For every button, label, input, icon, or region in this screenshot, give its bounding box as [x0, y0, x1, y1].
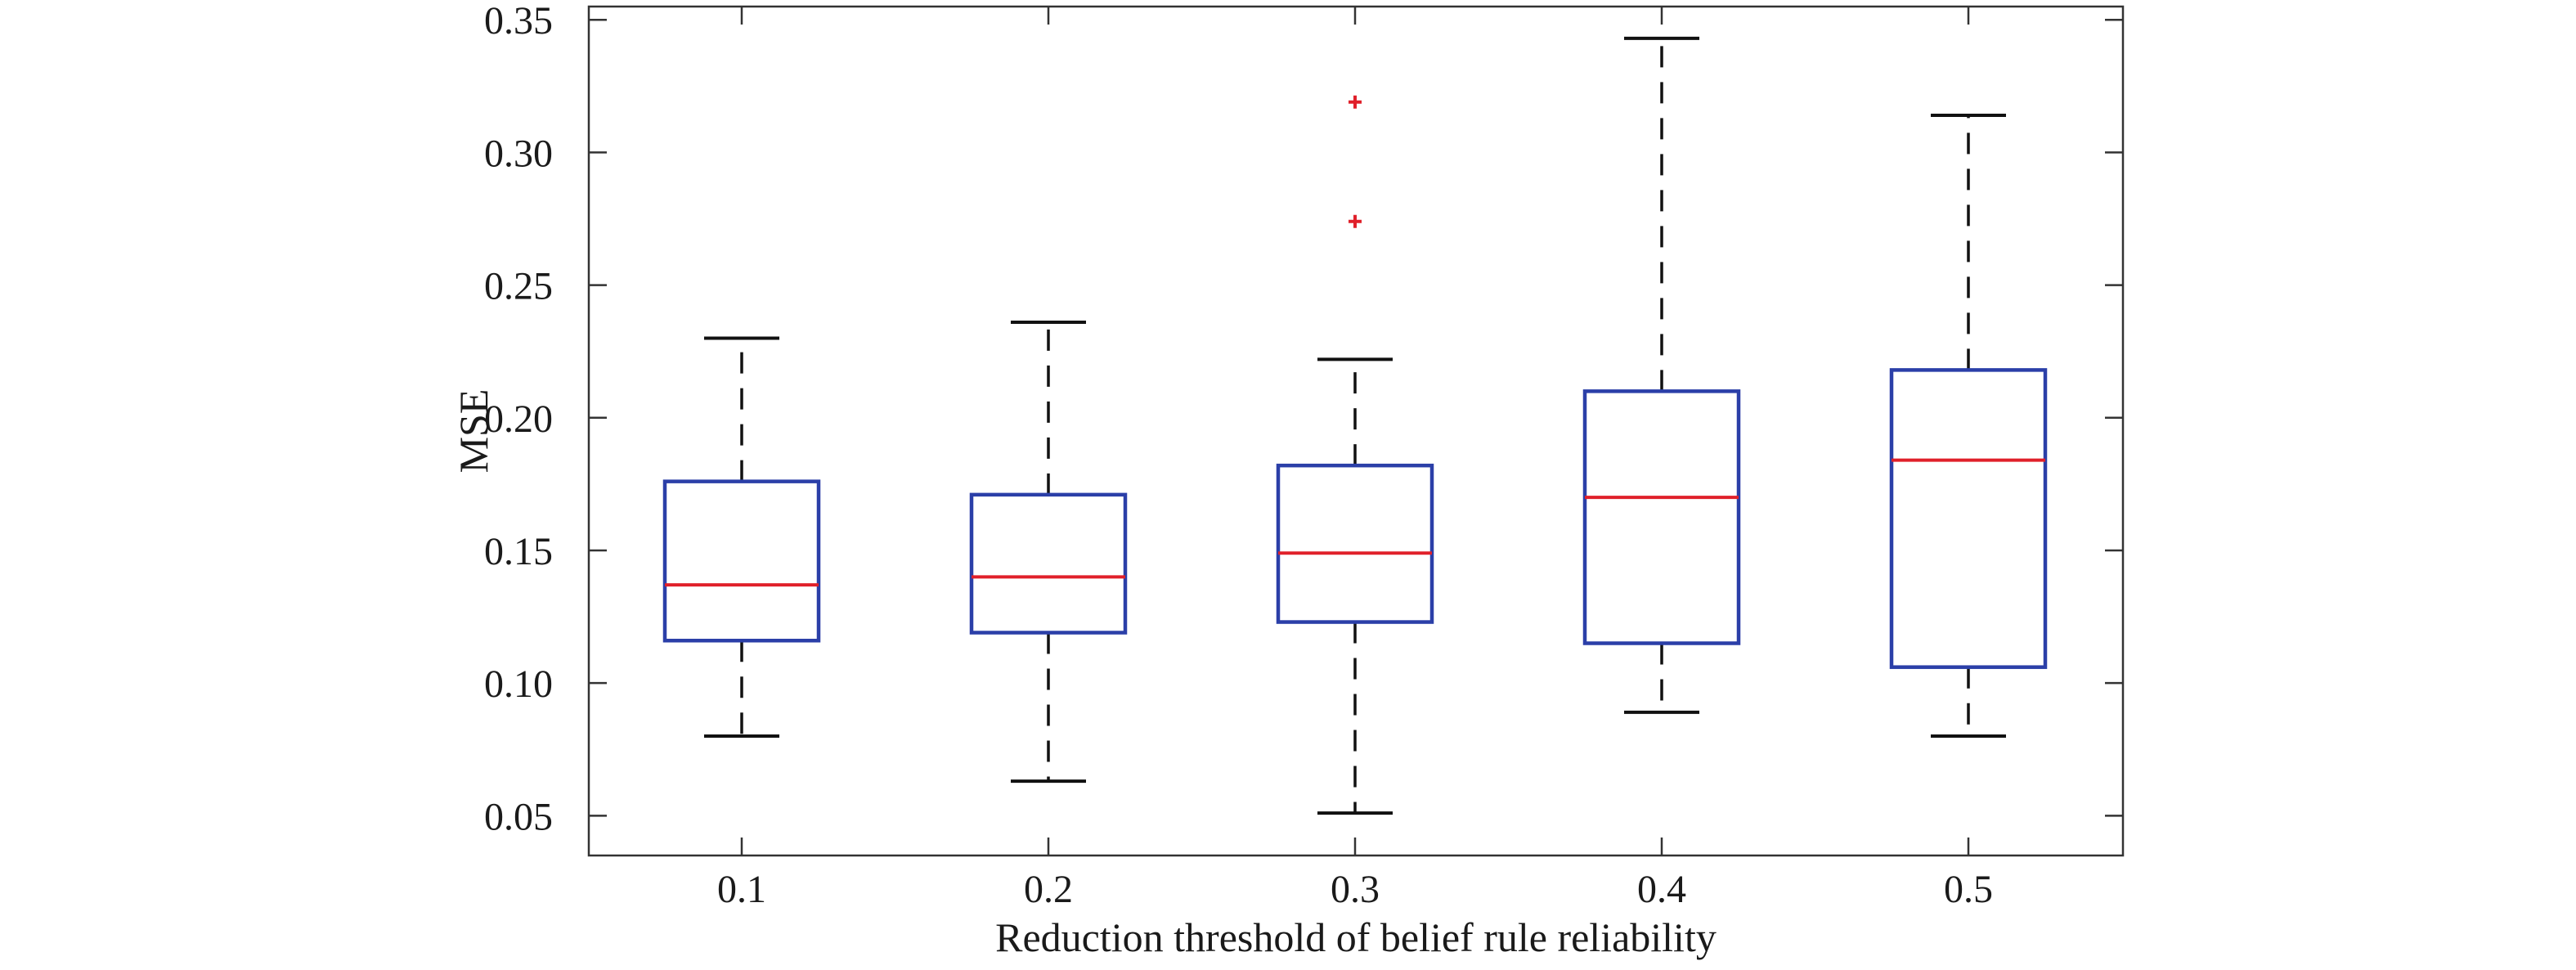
x-tick-label: 0.5 — [1944, 868, 1993, 911]
box-group — [1582, 36, 1741, 714]
x-tick-label: 0.2 — [1024, 868, 1073, 911]
box-iqr — [1276, 463, 1434, 624]
outlier-marker — [1349, 95, 1362, 109]
box-group — [1276, 95, 1434, 815]
y-tick-label: 0.15 — [484, 530, 553, 573]
box-series — [662, 36, 2048, 815]
y-tick-label: 0.05 — [484, 795, 553, 838]
outlier-marker — [1349, 214, 1362, 228]
box-iqr — [969, 492, 1128, 635]
box-group — [1889, 113, 2048, 739]
x-tick-label: 0.4 — [1637, 868, 1686, 911]
y-tick-label: 0.30 — [484, 132, 553, 175]
box-iqr — [1889, 368, 2048, 669]
y-tick-label: 0.25 — [484, 265, 553, 308]
y-axis: 0.05 0.10 0.15 0.20 0.25 0.30 0.35 — [484, 0, 2123, 838]
y-tick-label: 0.20 — [484, 397, 553, 441]
x-tick-label: 0.1 — [717, 868, 766, 911]
box-group — [969, 321, 1128, 784]
y-axis-label: MSE — [451, 389, 496, 474]
box-iqr — [662, 479, 821, 643]
x-axis: 0.1 0.2 0.3 0.4 0.5 — [717, 7, 1993, 911]
x-axis-label: Reduction threshold of belief rule relia… — [995, 914, 1717, 960]
x-tick-label: 0.3 — [1331, 868, 1380, 911]
y-tick-label: 0.35 — [484, 0, 553, 43]
y-tick-label: 0.10 — [484, 662, 553, 706]
box-iqr — [1582, 389, 1741, 645]
box-group — [662, 336, 821, 739]
